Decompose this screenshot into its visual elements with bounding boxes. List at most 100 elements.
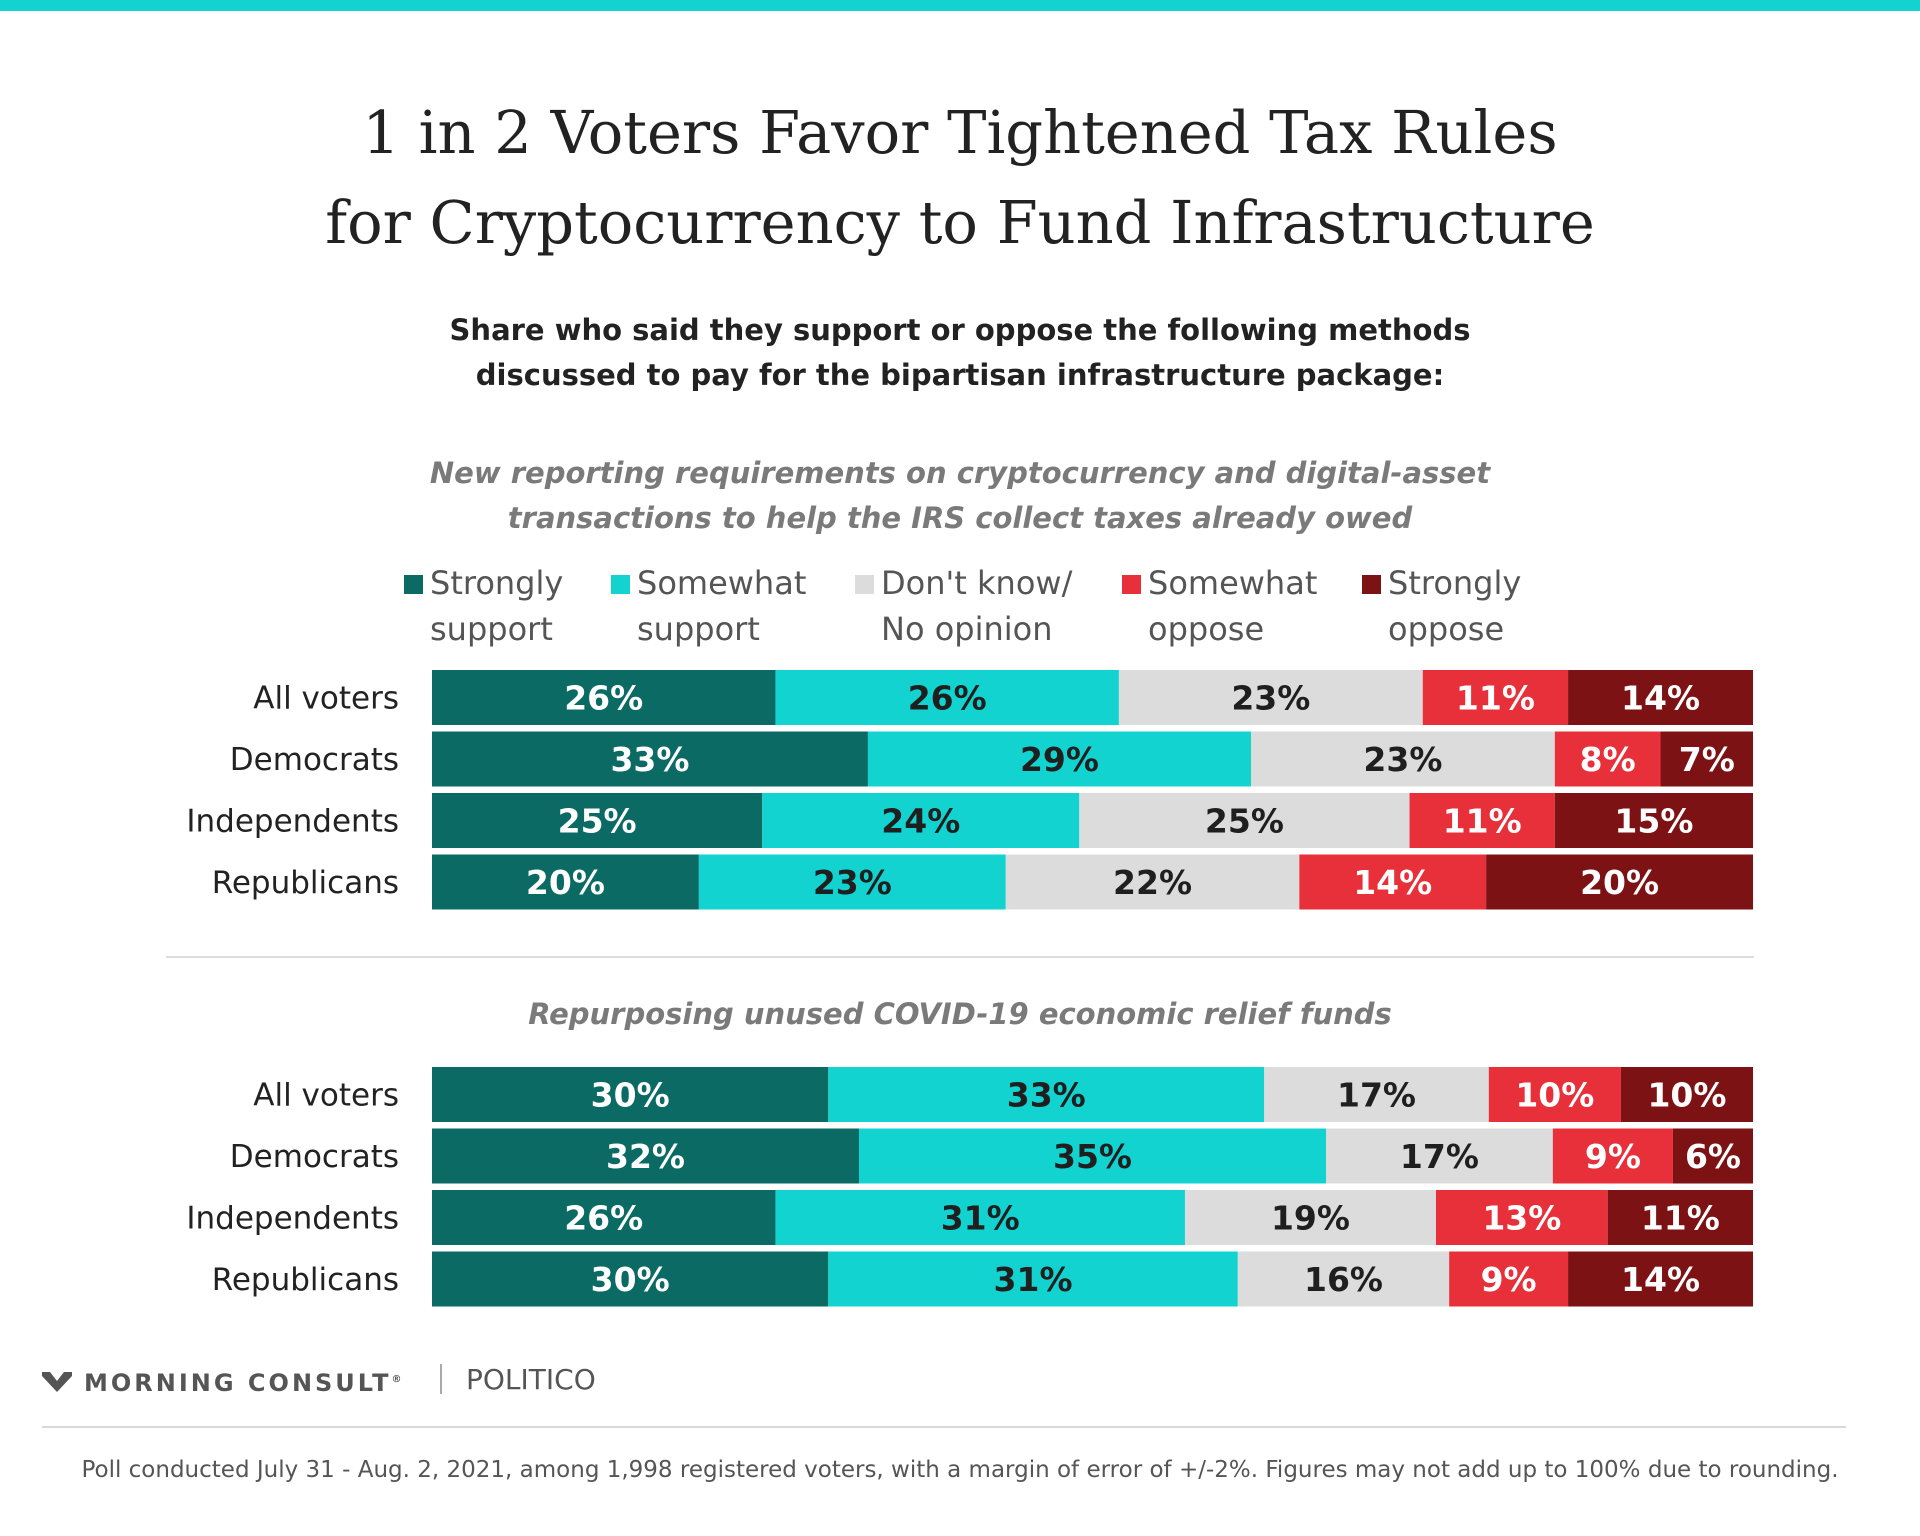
data-label-strongly-oppose: 11% [1641, 1199, 1720, 1238]
bar-segment-strongly-oppose [1672, 1128, 1753, 1184]
data-label-somewhat-support: 31% [941, 1199, 1020, 1238]
data-label-somewhat-oppose: 11% [1443, 802, 1522, 841]
data-label-no-opinion: 23% [1231, 679, 1310, 718]
legend-swatch-strongly-support [404, 575, 423, 594]
data-label-somewhat-oppose: 10% [1515, 1076, 1594, 1115]
legend-swatch-somewhat-oppose [1122, 575, 1141, 594]
data-label-somewhat-support: 26% [908, 679, 987, 718]
title-line-1: 1 in 2 Voters Favor Tightened Tax Rules [362, 98, 1558, 167]
bar-segment-somewhat-support [858, 1128, 1327, 1184]
data-label-somewhat-support: 23% [813, 863, 892, 902]
bar-segment-no-opinion [1264, 1067, 1489, 1122]
chart-title: 1 in 2 Voters Favor Tightened Tax Rules … [0, 88, 1920, 268]
bar-segment-somewhat-oppose [1449, 1251, 1569, 1307]
data-label-strongly-support: 30% [591, 1076, 670, 1115]
legend-label-no-opinion: Don't know/ No opinion [881, 564, 1073, 648]
bar-segment-strongly-oppose [1607, 1190, 1753, 1245]
bar-segment-no-opinion [1251, 731, 1555, 787]
footer-rule [42, 1426, 1846, 1428]
data-label-no-opinion: 16% [1304, 1260, 1383, 1299]
data-label-strongly-oppose: 15% [1614, 802, 1693, 841]
question-1-title-line-1: New reporting requirements on cryptocurr… [429, 456, 1491, 490]
bar-segment-somewhat-oppose [1552, 1128, 1673, 1184]
legend-label-strongly-oppose: Strongly oppose [1388, 564, 1522, 648]
data-label-strongly-support: 26% [564, 679, 643, 718]
bar-segment-strongly-support [432, 793, 763, 848]
data-label-somewhat-support: 24% [881, 802, 960, 841]
data-label-no-opinion: 22% [1113, 863, 1192, 902]
category-label-democrats: Democrats [230, 1139, 399, 1175]
bar-segment-strongly-support [432, 731, 868, 787]
bar-segment-somewhat-support [698, 854, 1006, 910]
title-line-2: for Cryptocurrency to Fund Infrastructur… [325, 188, 1595, 257]
legend-label-somewhat-support: Somewhat support [637, 564, 807, 648]
bar-segment-somewhat-support [775, 670, 1119, 725]
data-label-somewhat-oppose: 9% [1585, 1137, 1641, 1176]
top-accent-bar [0, 0, 1920, 11]
bar-segment-somewhat-support [762, 793, 1080, 848]
data-label-somewhat-oppose: 8% [1580, 740, 1636, 779]
category-label-all-voters: All voters [253, 681, 399, 717]
data-label-strongly-support: 26% [564, 1199, 643, 1238]
data-label-no-opinion: 17% [1337, 1076, 1416, 1115]
legend-swatch-strongly-oppose [1362, 575, 1381, 594]
bar-segment-no-opinion [1005, 854, 1300, 910]
bar-segment-no-opinion [1118, 670, 1423, 725]
bar-segment-somewhat-support [828, 1067, 1265, 1122]
bar-segment-strongly-support [432, 1190, 776, 1245]
bar-segment-somewhat-support [828, 1251, 1238, 1307]
category-label-republicans: Republicans [212, 1262, 399, 1298]
bar-segment-strongly-oppose [1486, 854, 1753, 910]
subtitle-line-2: discussed to pay for the bipartisan infr… [475, 358, 1445, 392]
chart-subtitle: Share who said they support or oppose th… [0, 308, 1920, 398]
bar-segment-no-opinion [1079, 793, 1410, 848]
branding: MORNING CONSULT® POLITICO [42, 1358, 742, 1402]
data-label-no-opinion: 23% [1363, 740, 1442, 779]
data-label-no-opinion: 25% [1205, 802, 1284, 841]
data-label-somewhat-support: 29% [1020, 740, 1099, 779]
bar-segment-no-opinion [1326, 1128, 1553, 1184]
bar-segment-somewhat-oppose [1409, 793, 1555, 848]
bar-segment-strongly-support [432, 1067, 829, 1122]
data-label-strongly-oppose: 6% [1685, 1137, 1741, 1176]
bar-segment-strongly-oppose [1568, 670, 1753, 725]
bar-segment-strongly-oppose [1620, 1067, 1753, 1122]
section-divider [166, 956, 1754, 958]
footnote: Poll conducted July 31 - Aug. 2, 2021, a… [81, 1457, 1839, 1483]
bar-segment-somewhat-oppose [1299, 854, 1487, 910]
bar-segment-no-opinion [1237, 1251, 1450, 1307]
brand-separator [440, 1364, 442, 1394]
data-label-strongly-support: 20% [526, 863, 605, 902]
politico-wordmark: POLITICO [466, 1363, 596, 1396]
data-label-strongly-support: 32% [606, 1137, 685, 1176]
question-2-title: Repurposing unused COVID-19 economic rel… [0, 992, 1920, 1037]
data-label-somewhat-oppose: 13% [1482, 1199, 1561, 1238]
data-label-strongly-oppose: 14% [1621, 679, 1700, 718]
legend-swatch-no-opinion [855, 575, 874, 594]
bar-segment-strongly-support [432, 1251, 829, 1307]
data-label-strongly-support: 30% [591, 1260, 670, 1299]
data-label-no-opinion: 17% [1400, 1137, 1479, 1176]
legend: Strongly support Somewhat support Don't … [404, 560, 1604, 660]
bar-segment-somewhat-oppose [1488, 1067, 1621, 1122]
category-label-democrats: Democrats [230, 742, 399, 778]
data-label-strongly-oppose: 7% [1679, 740, 1735, 779]
morning-consult-wordmark: MORNING CONSULT® [84, 1369, 402, 1397]
morning-consult-logo-icon [42, 1372, 72, 1392]
category-label-independents: Independents [186, 1201, 399, 1237]
data-label-somewhat-support: 33% [1007, 1076, 1086, 1115]
bar-segment-strongly-support [432, 670, 776, 725]
data-label-strongly-support: 33% [610, 740, 689, 779]
subtitle-line-1: Share who said they support or oppose th… [449, 313, 1471, 347]
bar-segment-strongly-support [432, 854, 699, 910]
data-label-strongly-oppose: 14% [1621, 1260, 1700, 1299]
bar-segment-somewhat-support [775, 1190, 1185, 1245]
bar-segment-somewhat-oppose [1435, 1190, 1608, 1245]
data-label-somewhat-support: 35% [1053, 1137, 1132, 1176]
data-label-strongly-support: 25% [558, 802, 637, 841]
data-label-no-opinion: 19% [1271, 1199, 1350, 1238]
legend-label-somewhat-oppose: Somewhat oppose [1148, 564, 1318, 648]
category-label-all-voters: All voters [253, 1078, 399, 1114]
category-label-republicans: Republicans [212, 865, 399, 901]
